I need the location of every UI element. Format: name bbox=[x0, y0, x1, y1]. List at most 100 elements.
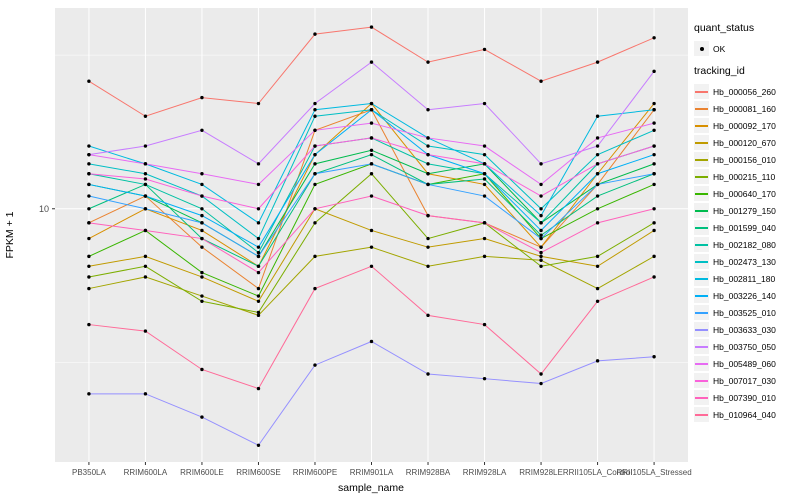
data-point bbox=[369, 339, 374, 344]
legend-item-label: Hb_007390_010 bbox=[713, 392, 776, 403]
data-point bbox=[200, 207, 204, 211]
legend-item-label: Hb_000120_670 bbox=[713, 137, 776, 148]
data-point bbox=[87, 236, 91, 241]
data-point bbox=[313, 172, 317, 176]
data-point bbox=[143, 114, 148, 118]
data-point bbox=[652, 172, 656, 176]
data-point bbox=[200, 294, 204, 298]
legend-key-swatch bbox=[694, 390, 709, 405]
data-point bbox=[426, 152, 430, 157]
legend-item-label: Hb_001279_150 bbox=[713, 205, 776, 216]
x-tick-label: RRIM600SE bbox=[236, 468, 280, 477]
data-point bbox=[539, 264, 543, 268]
data-point bbox=[200, 270, 204, 275]
legend-item-label: Hb_000215_110 bbox=[713, 171, 776, 182]
x-tick-label: PB350LA bbox=[72, 468, 106, 477]
data-point bbox=[595, 182, 600, 187]
line-swatch-icon bbox=[695, 125, 708, 127]
data-point bbox=[313, 363, 317, 367]
data-point bbox=[426, 136, 430, 140]
data-point bbox=[539, 228, 543, 233]
x-tick-label: RRII105LA_Control bbox=[563, 468, 633, 477]
data-point bbox=[200, 415, 204, 419]
x-tick-label: RRIM600PE bbox=[293, 468, 337, 477]
data-point bbox=[426, 213, 430, 218]
data-point bbox=[426, 236, 430, 241]
data-point bbox=[426, 372, 430, 376]
legend-key-swatch bbox=[694, 152, 709, 167]
data-point bbox=[369, 245, 374, 249]
data-point bbox=[595, 299, 600, 303]
legend-key-swatch bbox=[694, 135, 709, 150]
data-point bbox=[200, 213, 204, 218]
data-point bbox=[87, 172, 91, 176]
legend-key-swatch bbox=[694, 407, 709, 422]
legend-key-swatch bbox=[694, 356, 709, 371]
data-point bbox=[256, 299, 261, 303]
data-point bbox=[143, 329, 148, 333]
legend-item: Hb_001279_150 bbox=[694, 202, 800, 219]
legend-key-swatch bbox=[694, 254, 709, 269]
data-point bbox=[539, 194, 543, 198]
data-point bbox=[369, 264, 374, 268]
legend-tracking-id: tracking_id Hb_000056_260 Hb_000081_160 Hb… bbox=[694, 65, 800, 423]
legend: quant_status OK tracking_id Hb_000056_26… bbox=[694, 18, 800, 423]
data-point bbox=[200, 299, 204, 303]
data-point bbox=[87, 322, 91, 327]
legend-item-label: Hb_003750_050 bbox=[713, 341, 776, 352]
data-point bbox=[595, 114, 600, 118]
data-point bbox=[313, 108, 317, 112]
data-point bbox=[539, 162, 543, 166]
line-swatch-icon bbox=[695, 261, 708, 263]
data-point bbox=[256, 294, 261, 298]
legend-key-swatch bbox=[694, 84, 709, 99]
data-point bbox=[256, 386, 261, 391]
legend-item: Hb_003750_050 bbox=[694, 338, 800, 355]
data-point bbox=[369, 108, 374, 112]
legend-item-label: Hb_003633_030 bbox=[713, 324, 776, 335]
data-point bbox=[369, 101, 374, 106]
legend-item: Hb_000092_170 bbox=[694, 117, 800, 134]
data-point bbox=[256, 254, 261, 259]
data-point bbox=[539, 182, 543, 187]
x-tick-label: RRIM600LA bbox=[124, 468, 168, 477]
data-point bbox=[256, 264, 261, 268]
legend-item: Hb_005489_060 bbox=[694, 355, 800, 372]
legend-quant-status: quant_status OK bbox=[694, 22, 800, 57]
data-point bbox=[426, 162, 430, 166]
data-point bbox=[369, 228, 374, 233]
data-point bbox=[482, 172, 487, 176]
data-point bbox=[143, 228, 148, 233]
legend-item-label: Hb_005489_060 bbox=[713, 358, 776, 369]
data-point bbox=[482, 152, 487, 157]
data-point bbox=[87, 221, 91, 225]
legend-key-swatch bbox=[694, 186, 709, 201]
legend-key-swatch bbox=[694, 169, 709, 184]
data-point bbox=[426, 182, 430, 187]
legend-item-label: Hb_000081_160 bbox=[713, 103, 776, 114]
legend-item: Hb_003633_030 bbox=[694, 321, 800, 338]
data-point bbox=[539, 207, 543, 211]
data-point bbox=[143, 207, 148, 211]
data-point bbox=[313, 128, 317, 133]
legend-item-label: Hb_002182_080 bbox=[713, 239, 776, 250]
legend-item-label: Hb_007017_030 bbox=[713, 375, 776, 386]
data-point bbox=[256, 162, 261, 166]
legend-quant-title: quant_status bbox=[694, 22, 755, 34]
line-swatch-icon bbox=[695, 312, 708, 314]
data-point bbox=[87, 152, 91, 157]
data-point bbox=[313, 152, 317, 157]
legend-item-label: Hb_000092_170 bbox=[713, 120, 776, 131]
data-point bbox=[87, 79, 91, 83]
data-point bbox=[652, 228, 656, 233]
legend-item-label: Hb_002473_130 bbox=[713, 256, 776, 267]
data-point bbox=[482, 162, 487, 166]
data-point bbox=[539, 258, 543, 262]
legend-item: Hb_000056_260 bbox=[694, 83, 800, 100]
data-point bbox=[595, 207, 600, 211]
data-point bbox=[143, 182, 148, 187]
data-point bbox=[313, 207, 317, 211]
data-point bbox=[369, 121, 374, 125]
x-tick-label: RRIM600LE bbox=[180, 468, 224, 477]
data-point bbox=[539, 381, 543, 386]
